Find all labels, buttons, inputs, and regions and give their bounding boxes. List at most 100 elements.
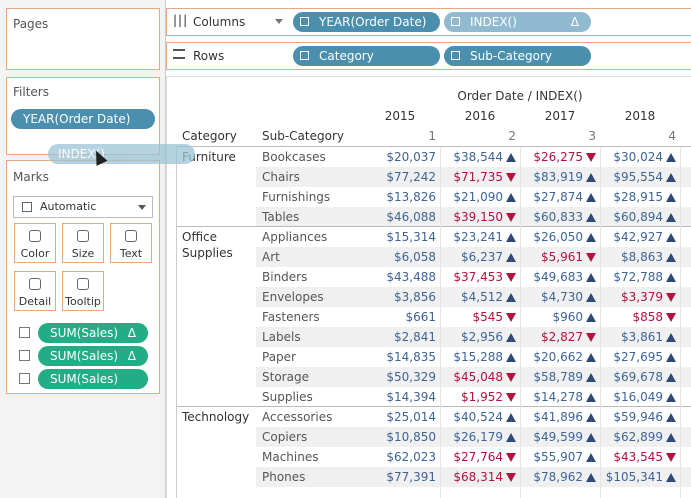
sub-category: Storage — [262, 370, 309, 384]
pill-badge: Δ — [127, 349, 136, 363]
pill[interactable]: SUM(Sales) Δ — [38, 323, 148, 343]
sales-value: $49,683 — [533, 270, 583, 284]
sales-value: $59,946 — [613, 410, 663, 424]
trend-indicator — [586, 373, 596, 382]
rows-label: Rows — [193, 49, 225, 63]
row-band — [256, 367, 691, 387]
mark-type-dropdown[interactable]: Automatic — [13, 196, 153, 218]
button-label: Text — [119, 247, 143, 260]
pill-text: INDEX() — [470, 15, 517, 29]
trend-indicator — [586, 253, 596, 262]
pill-badge: Δ — [127, 326, 136, 340]
view — [166, 76, 691, 498]
sales-value: $95,554 — [613, 170, 663, 184]
sales-value: $50,329 — [386, 370, 436, 384]
table-title: Order Date / INDEX() — [457, 89, 583, 103]
sales-value: $69,678 — [613, 370, 663, 384]
trend-indicator — [506, 153, 516, 162]
trend-indicator — [586, 333, 596, 342]
trend-indicator — [506, 213, 516, 222]
trend-indicator — [506, 433, 516, 442]
sales-value: $14,278 — [533, 390, 583, 404]
year-header: 2016 — [464, 109, 496, 123]
trend-indicator — [666, 373, 676, 382]
sub-category: Phones — [262, 470, 306, 484]
sales-value: $25,014 — [386, 410, 436, 424]
sales-value: $21,090 — [453, 190, 503, 204]
sales-value: $960 — [552, 310, 583, 324]
sales-value: $27,874 — [533, 190, 583, 204]
pill[interactable]: SUM(Sales) Δ — [38, 346, 148, 366]
sales-value: $661 — [405, 310, 436, 324]
mark-button[interactable]: Detail — [14, 271, 56, 311]
sub-category: Fasteners — [262, 310, 320, 324]
trend-indicator — [666, 213, 676, 222]
trend-indicator — [506, 173, 516, 182]
pill[interactable]: SUM(Sales) — [38, 369, 148, 389]
sales-value: $3,379 — [621, 290, 663, 304]
trend-indicator — [506, 453, 516, 462]
row-band — [256, 247, 691, 267]
button-icon — [77, 230, 89, 242]
mark-button[interactable]: Color — [14, 223, 56, 263]
mark-button[interactable]: Tooltip — [62, 271, 104, 311]
sales-value: $38,544 — [453, 150, 503, 164]
year-header: 2015 — [384, 109, 416, 123]
trend-indicator — [506, 273, 516, 282]
sales-value: $49,599 — [533, 430, 583, 444]
pill-text: INDEX() — [58, 147, 105, 161]
trend-indicator — [666, 313, 676, 322]
button-label: Color — [20, 247, 50, 260]
pill-text: YEAR(Order Date) — [319, 15, 427, 29]
pill-field-icon — [19, 373, 30, 384]
trend-indicator — [666, 413, 676, 422]
pill-text: Category — [319, 49, 374, 63]
category: Furniture — [182, 150, 236, 164]
sales-value: $26,179 — [453, 430, 503, 444]
column-divider — [680, 147, 681, 498]
trend-indicator — [666, 193, 676, 202]
mark-button[interactable]: Size — [62, 223, 104, 263]
sales-value: $43,545 — [613, 450, 663, 464]
filter-pill[interactable]: YEAR(Order Date) — [11, 109, 155, 129]
sales-value: $26,275 — [533, 150, 583, 164]
sub-category: Machines — [262, 450, 319, 464]
trend-indicator — [666, 433, 676, 442]
mark-button[interactable]: Text — [110, 223, 152, 263]
caret — [138, 205, 146, 210]
pill[interactable]: Sub-Category — [444, 46, 591, 66]
sales-value: $2,956 — [461, 330, 503, 344]
trend-indicator — [666, 353, 676, 362]
sales-value: $15,314 — [386, 230, 436, 244]
trend-indicator — [666, 393, 676, 402]
pages-title: Pages — [13, 17, 49, 31]
sales-value: $72,788 — [613, 270, 663, 284]
filters-card: Filters YEAR(Order Date) — [6, 77, 160, 155]
pill[interactable]: YEAR(Order Date) — [293, 12, 440, 32]
sales-value: $42,927 — [613, 230, 663, 244]
button-icon — [77, 278, 89, 290]
columns-label: Columns — [193, 15, 246, 29]
year-header: 2018 — [624, 109, 656, 123]
sales-value: $6,058 — [394, 250, 436, 264]
pill[interactable]: Category — [293, 46, 440, 66]
divider — [165, 0, 166, 498]
trend-indicator — [506, 473, 516, 482]
sales-value: $10,850 — [386, 430, 436, 444]
sub-category: Copiers — [262, 430, 308, 444]
button-label: Tooltip — [65, 295, 101, 308]
dragged-pill[interactable]: INDEX() — [48, 144, 195, 164]
filters-title: Filters — [13, 85, 49, 99]
category: Office Supplies — [182, 230, 233, 260]
pill-text: SUM(Sales) — [50, 372, 119, 386]
column-divider — [520, 147, 521, 498]
sales-value: $46,088 — [386, 210, 436, 224]
sub-category: Paper — [262, 350, 296, 364]
trend-indicator — [666, 173, 676, 182]
pill[interactable]: INDEX() Δ — [444, 12, 591, 32]
sales-value: $62,899 — [613, 430, 663, 444]
category: Technology — [182, 410, 250, 424]
sub-category: Chairs — [262, 170, 300, 184]
sub-category: Binders — [262, 270, 308, 284]
trend-indicator — [586, 213, 596, 222]
